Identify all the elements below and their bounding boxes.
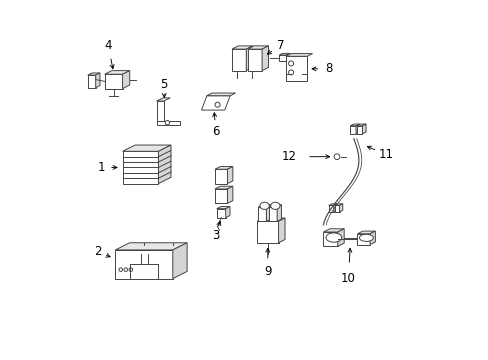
Polygon shape [122, 71, 129, 89]
Polygon shape [258, 207, 266, 221]
Polygon shape [88, 73, 100, 75]
Polygon shape [349, 126, 355, 134]
Polygon shape [88, 75, 96, 87]
Text: 2: 2 [94, 245, 101, 258]
Text: 3: 3 [212, 229, 219, 242]
Text: 10: 10 [340, 272, 355, 285]
Polygon shape [258, 205, 270, 207]
Polygon shape [356, 126, 362, 134]
Polygon shape [206, 93, 235, 96]
Polygon shape [227, 186, 232, 203]
Polygon shape [369, 231, 375, 244]
Polygon shape [278, 218, 285, 243]
Text: 4: 4 [104, 39, 112, 52]
Ellipse shape [359, 234, 373, 242]
Circle shape [288, 70, 293, 75]
Polygon shape [214, 186, 232, 189]
Polygon shape [266, 205, 270, 221]
Polygon shape [257, 221, 278, 243]
Polygon shape [122, 145, 171, 151]
Polygon shape [115, 250, 172, 279]
Polygon shape [357, 231, 375, 234]
Text: 12: 12 [281, 150, 296, 163]
Polygon shape [323, 232, 337, 246]
Polygon shape [286, 53, 289, 62]
Text: 1: 1 [97, 161, 104, 174]
Polygon shape [339, 204, 342, 212]
Polygon shape [328, 204, 336, 206]
Ellipse shape [270, 202, 280, 210]
Polygon shape [262, 46, 268, 71]
Polygon shape [122, 151, 158, 184]
Polygon shape [247, 49, 262, 71]
Circle shape [124, 268, 127, 271]
Polygon shape [247, 46, 268, 49]
Polygon shape [104, 74, 122, 89]
Polygon shape [156, 98, 170, 101]
Polygon shape [334, 204, 342, 206]
Polygon shape [201, 96, 230, 110]
Polygon shape [279, 53, 289, 55]
Polygon shape [214, 169, 227, 184]
Polygon shape [349, 124, 359, 126]
Polygon shape [172, 243, 187, 279]
Polygon shape [285, 56, 306, 81]
Polygon shape [231, 46, 252, 49]
Ellipse shape [260, 202, 269, 210]
Polygon shape [269, 205, 281, 207]
Polygon shape [225, 207, 229, 218]
Polygon shape [323, 229, 344, 232]
Polygon shape [214, 167, 232, 169]
Polygon shape [227, 167, 232, 184]
Polygon shape [269, 207, 277, 221]
Polygon shape [231, 49, 246, 71]
Polygon shape [158, 145, 171, 184]
Polygon shape [277, 205, 281, 221]
Polygon shape [285, 54, 312, 56]
Text: 11: 11 [378, 148, 393, 161]
Polygon shape [216, 209, 225, 218]
Text: 6: 6 [212, 125, 219, 138]
Circle shape [333, 154, 339, 159]
Polygon shape [355, 124, 359, 134]
Polygon shape [156, 101, 163, 121]
Circle shape [215, 102, 220, 107]
Polygon shape [156, 121, 180, 125]
Polygon shape [96, 73, 100, 87]
Polygon shape [328, 206, 333, 212]
Circle shape [165, 121, 169, 125]
Polygon shape [334, 206, 339, 212]
Polygon shape [279, 55, 286, 62]
Polygon shape [115, 243, 187, 250]
Text: 5: 5 [160, 78, 167, 91]
Polygon shape [214, 189, 227, 203]
Ellipse shape [325, 233, 341, 242]
Circle shape [129, 268, 132, 271]
Polygon shape [257, 218, 285, 221]
Polygon shape [356, 124, 366, 126]
Polygon shape [216, 207, 229, 209]
Circle shape [288, 61, 293, 66]
Text: 7: 7 [276, 39, 284, 52]
Polygon shape [333, 204, 336, 212]
Polygon shape [246, 46, 252, 71]
Polygon shape [104, 71, 129, 74]
Polygon shape [357, 234, 369, 244]
Polygon shape [337, 229, 344, 246]
Text: 9: 9 [264, 265, 271, 278]
Polygon shape [362, 124, 366, 134]
Circle shape [119, 268, 122, 271]
Text: 8: 8 [325, 62, 332, 75]
